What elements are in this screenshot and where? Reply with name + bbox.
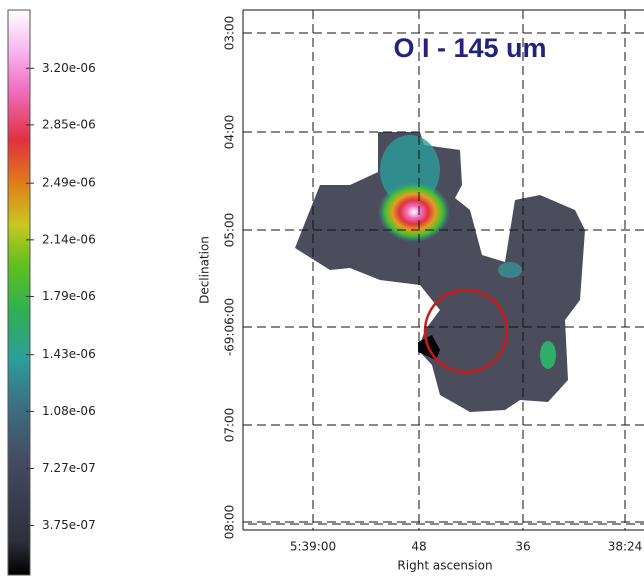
colorbar-tick-label: 1.43e-06	[42, 347, 96, 361]
colorbar-tick-label: 2.49e-06	[42, 176, 96, 190]
map-title: O I - 145 um	[393, 33, 546, 63]
colorbar	[8, 10, 34, 575]
colorbar-tick-label: 3.20e-06	[42, 61, 96, 75]
x-axis-label: Right ascension	[397, 559, 492, 573]
colorbar-tick-label: 7.27e-07	[42, 461, 96, 475]
green-patch	[540, 341, 556, 369]
colorbar-tick-label: 2.85e-06	[42, 117, 96, 131]
colorbar-tick-label: 1.79e-06	[42, 289, 96, 303]
teal-patch	[498, 262, 522, 278]
y-tick-label: 03:00	[223, 16, 237, 51]
emission-region	[295, 132, 585, 412]
y-axis-label: Declination	[198, 236, 212, 304]
colorbar-labels: 3.20e-06 2.85e-06 2.49e-06 2.14e-06 1.79e-06…	[42, 61, 96, 532]
y-tick-label: 08:00	[223, 505, 237, 540]
y-tick-label: 05:00	[223, 213, 237, 248]
x-tick-label: 38:24	[608, 540, 643, 554]
x-tick-label: 48	[411, 540, 426, 554]
colorbar-tick-label: 3.75e-07	[42, 518, 96, 532]
y-tick-label: 04:00	[223, 115, 237, 150]
page: 3.20e-06 2.85e-06 2.49e-06 2.14e-06 1.79e-06…	[0, 0, 644, 578]
y-tick-label: -69:06:00	[223, 298, 237, 356]
colorbar-gradient	[8, 10, 30, 575]
colorbar-tick-label: 2.14e-06	[42, 232, 96, 246]
x-tick-label: 5:39:00	[290, 540, 336, 554]
map-image	[295, 132, 585, 412]
y-tick-label: 07:00	[223, 408, 237, 443]
x-tick-label: 36	[515, 540, 530, 554]
colorbar-tick-label: 1.08e-06	[42, 404, 96, 418]
hot-spot	[378, 182, 450, 242]
